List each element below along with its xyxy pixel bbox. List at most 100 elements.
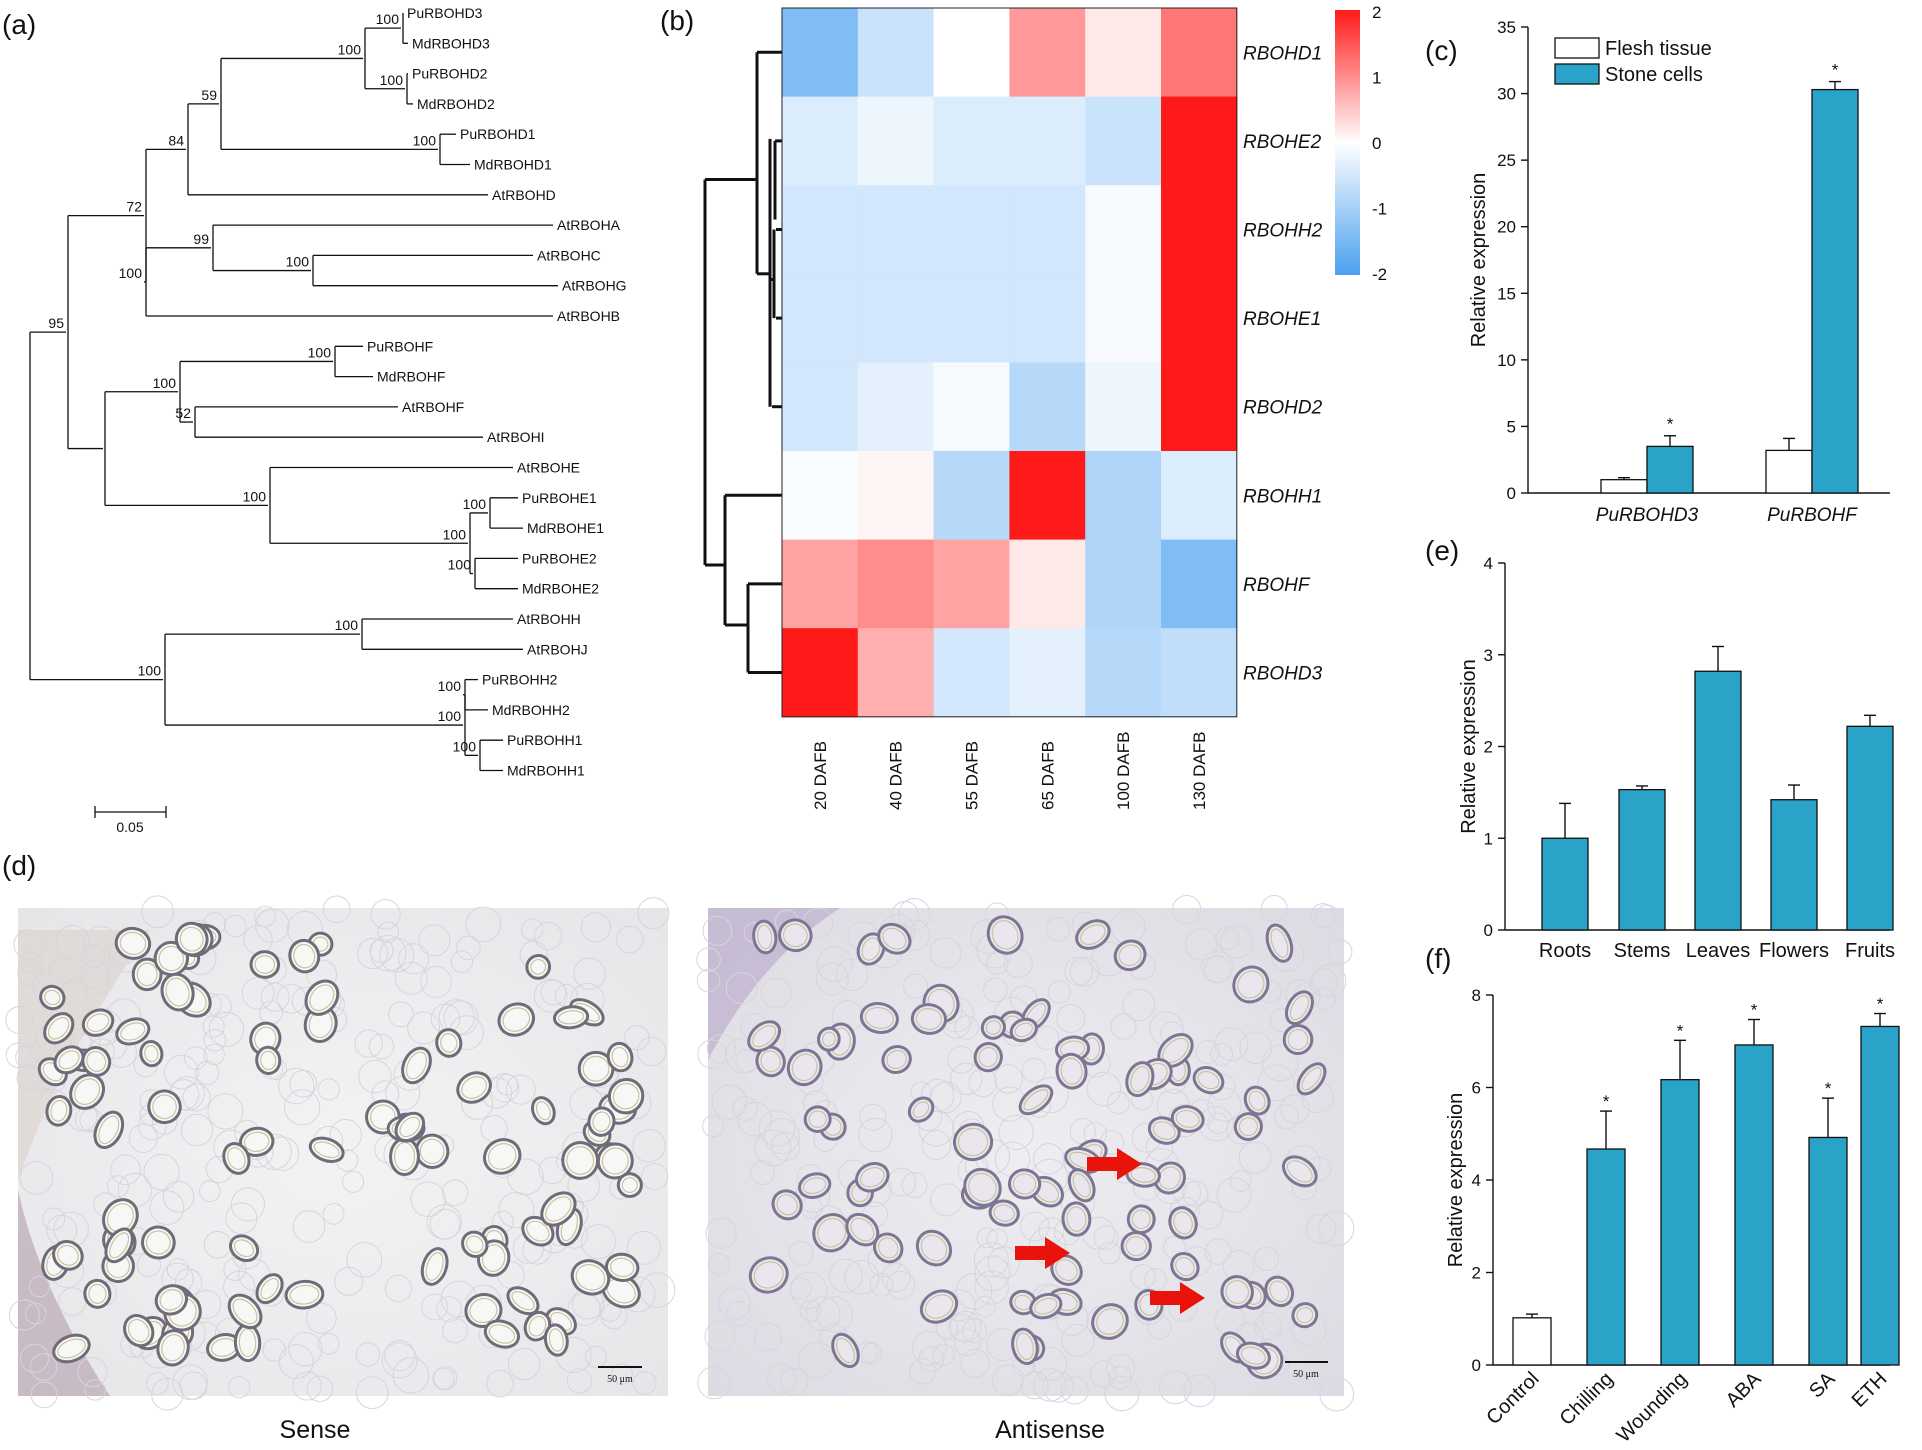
heatmap-cell [782,628,859,718]
stone-cell-inner-wall [289,1284,320,1305]
parenchyma-cell [198,1180,221,1203]
panel-label-f: (f) [1425,943,1451,974]
legend-swatch [1554,37,1600,59]
x-tick-label: PuRBOHF [1767,505,1858,526]
heatmap-row-label: RBOHD3 [1243,664,1323,685]
heatmap-cell [1009,8,1086,98]
y-axis-label: Relative expression [1458,659,1480,834]
stone-cell [1265,923,1294,963]
parenchyma-cell [19,1161,54,1195]
heatmap-cell [933,273,1010,363]
parenchyma-cell [763,1117,800,1154]
bar-flesh-tissue [1765,449,1813,494]
parenchyma-cell [289,1069,318,1098]
parenchyma-cell [98,1031,128,1060]
x-tick-label: Leaves [1686,940,1751,962]
parenchyma-cell [918,1346,945,1372]
parenchyma-cell [84,1379,106,1401]
parenchyma-cell [1257,1064,1295,1102]
parenchyma-cell [1216,1177,1252,1213]
stone-cell [255,1045,282,1075]
parenchyma-cell [760,977,792,1009]
heatmap-cell [857,539,935,629]
tree-leaf-label: PuRBOHD2 [412,66,488,82]
bars-e: Roots Stems Leaves Flowers Fruits [1539,645,1895,962]
parenchyma-cell [164,1054,199,1090]
heatmap-column-label: 55 DAFB [963,741,982,810]
legend-label: Flesh tissue [1605,38,1712,60]
stone-cell [506,1286,540,1316]
heatmap-cell [857,185,935,275]
stone-cell-inner-wall [233,1239,255,1258]
stone-cell-inner-wall [978,1046,998,1068]
bars-c: * PuRBOHD3 * PuRBOHF [1596,61,1859,526]
parenchyma-cell [1260,895,1288,922]
parenchyma-cell [1021,1057,1047,1083]
tree-leaf-label: MdRBOHE2 [522,581,599,597]
parenchyma-cell [262,1338,286,1362]
parenchyma-cell [950,1062,983,1096]
stone-cell [222,1142,251,1175]
parenchyma-cell [707,1253,731,1276]
parenchyma-cell [368,1033,395,1060]
parenchyma-cell [1060,1376,1089,1405]
tree-leaf-label: PuRBOHE1 [522,490,597,506]
parenchyma-cell [292,1371,322,1401]
stone-cell-inner-wall [152,1094,177,1120]
bootstrap-value: 100 [153,375,177,391]
heatmap-cell [782,96,859,186]
stone-cell [1029,1292,1063,1320]
stone-cell-inner-wall [260,1277,279,1300]
parenchyma-cell [486,1369,514,1398]
heatmap-cell [857,8,935,98]
bar-flesh-tissue [1600,479,1648,494]
parenchyma-cell [369,938,394,963]
heatmap-cell [1085,8,1162,98]
parenchyma-cell [881,1262,911,1293]
stone-cell-inner-wall [611,1046,629,1068]
bar-stone-cells [1811,88,1859,494]
parenchyma-cell [1047,980,1071,1004]
stone-cell-inner-wall [419,1138,445,1165]
bar-chart-e: 0 1 2 3 4 Relative expression Roots Stems Leave… [1458,554,1895,962]
bootstrap-value: 100 [243,488,267,504]
y-tick-label: 20 [1497,218,1516,237]
stone-cell-inner-wall [1248,1090,1266,1111]
stone-cell-inner-wall [882,927,907,950]
tree-leaf-label: AtRBOHJ [527,641,588,657]
tree-leaf-label: MdRBOHD3 [412,35,490,51]
stone-cell [812,1213,852,1253]
stone-cell [308,1136,345,1163]
stone-cell-inner-wall [861,937,881,961]
colorbar [1335,10,1360,275]
parenchyma-cell [254,905,276,928]
stone-cell-inner-wall [86,1050,107,1072]
stone-cell-inner-wall [753,1261,784,1289]
parenchyma-cell [450,950,474,973]
parenchyma-cell [346,1241,383,1278]
parenchyma-cell [394,961,428,995]
stone-cell [228,1234,260,1263]
bar-chart-c: 0 5 10 15 20 25 30 35 Relative expression * PuRBO… [1468,18,1890,526]
parenchyma-cell [1273,1104,1299,1130]
y-tick-label: 4 [1484,554,1493,573]
stone-cell [845,1212,880,1247]
heatmap-cell [933,96,1010,186]
parenchyma-cell [1327,939,1353,965]
heatmap-cell [1161,8,1238,98]
stone-cell-inner-wall [1012,1173,1037,1195]
stone-cell [1147,1116,1181,1145]
stone-cell-inner-wall [915,1008,943,1031]
red-arrow [1015,1237,1070,1269]
parenchyma-cell [901,1171,928,1198]
parenchyma-cell [162,1181,195,1213]
parenchyma-cell [702,916,733,946]
scale-bar-micro-left-label: 50 μm [607,1374,633,1385]
heatmap-row-label: RBOHE1 [1243,309,1321,330]
stone-cell [456,1071,492,1104]
parenchyma-cell [370,899,401,930]
bar [1734,1044,1774,1366]
parenchyma-cell [1069,956,1100,987]
stone-cell-inner-wall [985,1020,1002,1035]
bootstrap-value: 59 [201,87,217,103]
